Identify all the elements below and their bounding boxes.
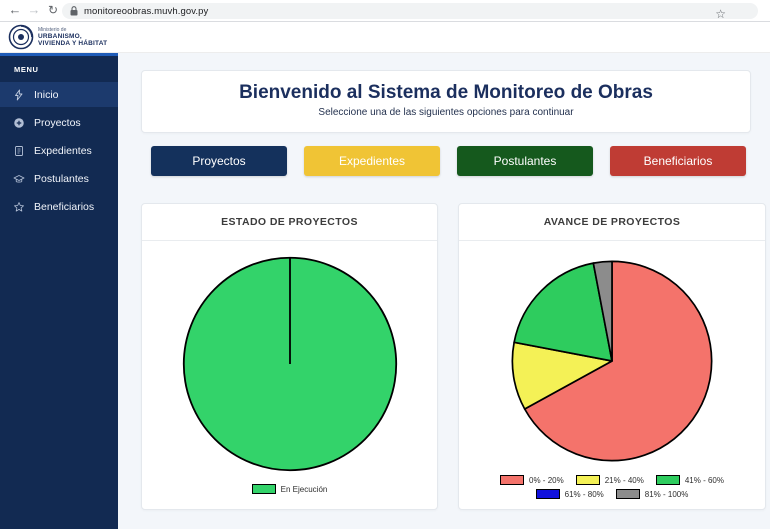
legend-label: 61% - 80% [564,489,604,499]
legend-item: 21% - 40% [575,475,644,485]
avance-proyectos-card: AVANCE DE PROYECTOS 0% - 20% 21% - 40% 41%… [458,203,766,510]
graduation-cap-icon [13,174,25,182]
legend-swatch [615,489,640,499]
legend-item: 41% - 60% [655,475,724,485]
sidebar-item-beneficiarios[interactable]: Beneficiarios [0,194,118,219]
url-text: monitoreoobras.muvh.gov.py [84,5,209,17]
estado-legend: En Ejecución [142,482,437,496]
app-header: Ministerio de URBANISMO, VIVIENDA Y HÁBI… [0,22,770,53]
logo-title-line1: URBANISMO, [38,32,82,40]
sidebar-item-label: Beneficiarios [34,200,95,213]
logo-ministry-label: Ministerio de [38,26,67,33]
estado-proyectos-card: ESTADO DE PROYECTOS En Ejecución [141,203,438,510]
welcome-card: Bienvenido al Sistema de Monitoreo de Ob… [141,70,751,133]
main-content: Bienvenido al Sistema de Monitoreo de Ob… [118,53,770,529]
legend-label: 41% - 60% [684,475,724,485]
forward-icon[interactable]: → [27,2,41,17]
sidebar-item-label: Expedientes [34,144,92,157]
action-buttons-row: Proyectos Expedientes Postulantes Benefi… [151,146,746,176]
sidebar-item-inicio[interactable]: Inicio [0,82,118,107]
lock-icon [70,6,78,16]
back-icon[interactable]: ← [8,2,22,17]
legend-item: En Ejecución [251,484,328,494]
page-title: Bienvenido al Sistema de Monitoreo de Ob… [239,82,653,103]
star-outline-icon [14,201,24,211]
legend-swatch [655,475,680,485]
legend-swatch [500,475,525,485]
sidebar-item-proyectos[interactable]: Proyectos [0,110,118,135]
legend-swatch [251,484,276,494]
sidebar-menu-heading: MENU [14,65,39,74]
avance-pie-chart [511,260,713,462]
legend-swatch [575,475,600,485]
muvh-logo-seal-icon [8,24,34,50]
sidebar-item-label: Inicio [34,88,59,101]
address-bar[interactable]: monitoreoobras.muvh.gov.py ☆ [62,3,758,21]
page-subtitle: Seleccione una de las siguientes opcione… [318,107,574,118]
postulantes-button[interactable]: Postulantes [457,146,593,176]
sidebar: MENU Inicio Proyectos Expedientes [0,53,118,529]
sidebar-item-postulantes[interactable]: Postulantes [0,166,118,191]
chart-title-estado: ESTADO DE PROYECTOS [142,204,437,241]
legend-label: En Ejecución [280,484,328,494]
beneficiarios-button[interactable]: Beneficiarios [610,146,746,176]
legend-item: 61% - 80% [535,489,604,499]
journal-icon [15,145,23,156]
expedientes-button[interactable]: Expedientes [304,146,440,176]
legend-item: 0% - 20% [500,475,564,485]
legend-label: 81% - 100% [644,489,689,499]
sidebar-item-label: Proyectos [34,116,81,129]
plus-circle-icon [14,117,24,128]
muvh-logo: Ministerio de URBANISMO, VIVIENDA Y HÁBI… [8,24,107,50]
legend-label: 0% - 20% [529,475,564,485]
sidebar-item-label: Postulantes [34,172,89,185]
legend-item: 81% - 100% [615,489,689,499]
bookmark-star-icon[interactable]: ☆ [715,7,726,21]
refresh-icon[interactable]: ↻ [47,3,59,17]
browser-toolbar: ← → ↻ monitoreoobras.muvh.gov.py ☆ [0,0,770,22]
estado-pie-chart [182,256,397,472]
legend-swatch [535,489,560,499]
proyectos-button[interactable]: Proyectos [151,146,287,176]
sidebar-item-expedientes[interactable]: Expedientes [0,138,118,163]
avance-legend: 0% - 20% 21% - 40% 41% - 60% 61% - 80% 81% -… [482,473,742,501]
logo-title-line2: VIVIENDA Y HÁBITAT [38,40,108,47]
chart-title-avance: AVANCE DE PROYECTOS [459,204,765,241]
legend-label: 21% - 40% [604,475,644,485]
bolt-icon [15,89,23,100]
